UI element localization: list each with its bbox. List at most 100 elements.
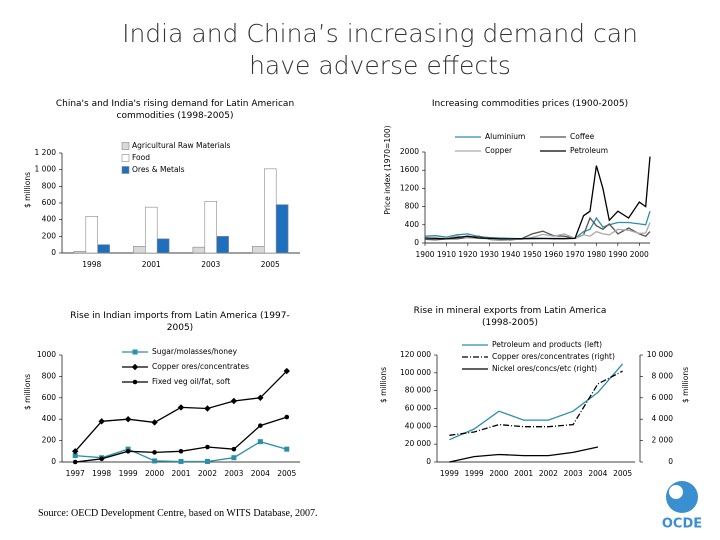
point (99, 456, 104, 462)
x-tick-label: 2004 (251, 469, 270, 478)
point (178, 449, 184, 454)
y-tick-label: 0 (51, 248, 56, 257)
x-tick-label: 1950 (523, 250, 542, 259)
bar (97, 244, 110, 254)
legend-marker (131, 363, 139, 371)
legend-swatch (121, 166, 130, 174)
y-tick-label: 120 000 (400, 350, 431, 359)
x-tick-label: 1910 (437, 250, 456, 259)
y-tick-label: 800 (405, 202, 420, 211)
legend-swatch (121, 154, 130, 162)
legend-label: Aluminium (485, 132, 525, 141)
x-tick-label: 2000 (489, 469, 508, 478)
legend-label: Copper ores/concentrates (152, 362, 249, 371)
y-tick-label: 600 (42, 393, 57, 402)
y-tick-label: 1200 (400, 183, 419, 192)
bar (156, 238, 170, 254)
point (98, 418, 105, 425)
legend-label: Ores & Metals (132, 165, 185, 174)
y-tick-label: 800 (42, 371, 57, 380)
y-axis-label: $ millions (23, 374, 32, 410)
x-tick-label: 1999 (440, 469, 459, 478)
bar (145, 206, 158, 254)
x-tick-label: 2001 (514, 469, 533, 478)
legend-label: Copper ores/concentrates (right) (492, 352, 615, 361)
series-line (75, 416, 287, 463)
point (151, 419, 158, 426)
y-tick-label: 400 (405, 220, 420, 229)
y-tick-label: 1000 (37, 350, 56, 359)
y-tick-label: 2000 (400, 147, 419, 156)
legend-label: Petroleum and products (left) (492, 340, 602, 349)
y-tick-label: 80 000 (405, 386, 431, 395)
point (177, 404, 185, 411)
chart-title: Rise in mineral exports from Latin Ameri… (413, 306, 607, 328)
y-axis-label: $ millions (379, 367, 388, 403)
y-tick-label: 0 (414, 238, 419, 247)
x-tick-label: 1990 (608, 250, 627, 259)
y-axis-label: $ millions (23, 172, 32, 208)
x-tick-label: 1920 (458, 250, 477, 259)
slide-title: India and China’s increasing demand can … (122, 19, 638, 80)
point (284, 446, 290, 452)
legend-label: Fixed veg oil/fat, soft (152, 377, 230, 386)
series-line (424, 156, 651, 240)
y-tick-label: 800 (42, 181, 57, 190)
series-line (449, 370, 623, 436)
x-tick-label: 2002 (198, 469, 217, 478)
legend-marker (132, 379, 138, 385)
series-line (424, 211, 651, 240)
y-tick-label: 400 (42, 414, 57, 423)
bar (73, 251, 87, 254)
point (258, 423, 263, 428)
y2-tick-label: 6 000 (652, 393, 674, 402)
legend-label: Copper (485, 146, 513, 155)
x-tick-label: 2003 (564, 469, 583, 478)
x-tick-label: 1930 (480, 250, 499, 259)
legend-label: Petroleum (570, 146, 608, 155)
y2-tick-label: 2 000 (652, 436, 674, 445)
y-tick-label: 400 (42, 215, 57, 224)
x-tick-label: 2005 (261, 260, 280, 269)
y-tick-label: 600 (42, 198, 57, 207)
point (205, 444, 210, 450)
legend-label: Sugar/molasses/honey (152, 347, 238, 356)
chart-title: Rise in Indian imports from Latin Americ… (70, 311, 290, 333)
y-tick-label: 20 000 (405, 439, 431, 448)
legend-swatch (121, 142, 130, 150)
bar (275, 204, 289, 254)
y-tick-label: 200 (42, 436, 57, 445)
series-line (449, 446, 599, 463)
point (178, 458, 184, 464)
y-tick-label: 60 000 (405, 404, 431, 413)
x-tick-label: 1980 (587, 250, 606, 259)
y-tick-label: 1 200 (35, 148, 57, 157)
legend-label: Food (132, 153, 150, 162)
x-tick-label: 2002 (539, 469, 558, 478)
y-tick-label: 200 (42, 231, 57, 240)
x-tick-label: 2005 (277, 469, 296, 478)
x-tick-label: 1999 (119, 469, 138, 478)
source-note: Source: OECD Development Centre, based o… (38, 508, 318, 519)
point (125, 449, 131, 454)
x-tick-label: 1998 (82, 260, 101, 269)
x-tick-label: 1998 (92, 469, 111, 478)
point (231, 455, 237, 461)
y2-tick-label: 10 000 (647, 350, 673, 359)
x-tick-label: 2004 (588, 469, 607, 478)
point (231, 446, 237, 452)
point (204, 405, 211, 412)
bar (133, 246, 146, 254)
point (152, 450, 157, 455)
point (72, 459, 78, 465)
point (257, 394, 264, 401)
series-line (424, 222, 651, 241)
y2-tick-label: 0 (668, 457, 673, 466)
logo-mark (666, 481, 698, 513)
y2-tick-label: 8 000 (652, 371, 674, 380)
y-tick-label: 0 (51, 457, 56, 466)
point (124, 416, 132, 423)
bar (85, 216, 99, 254)
y-axis-label: Price index (1970=100) (383, 125, 392, 214)
